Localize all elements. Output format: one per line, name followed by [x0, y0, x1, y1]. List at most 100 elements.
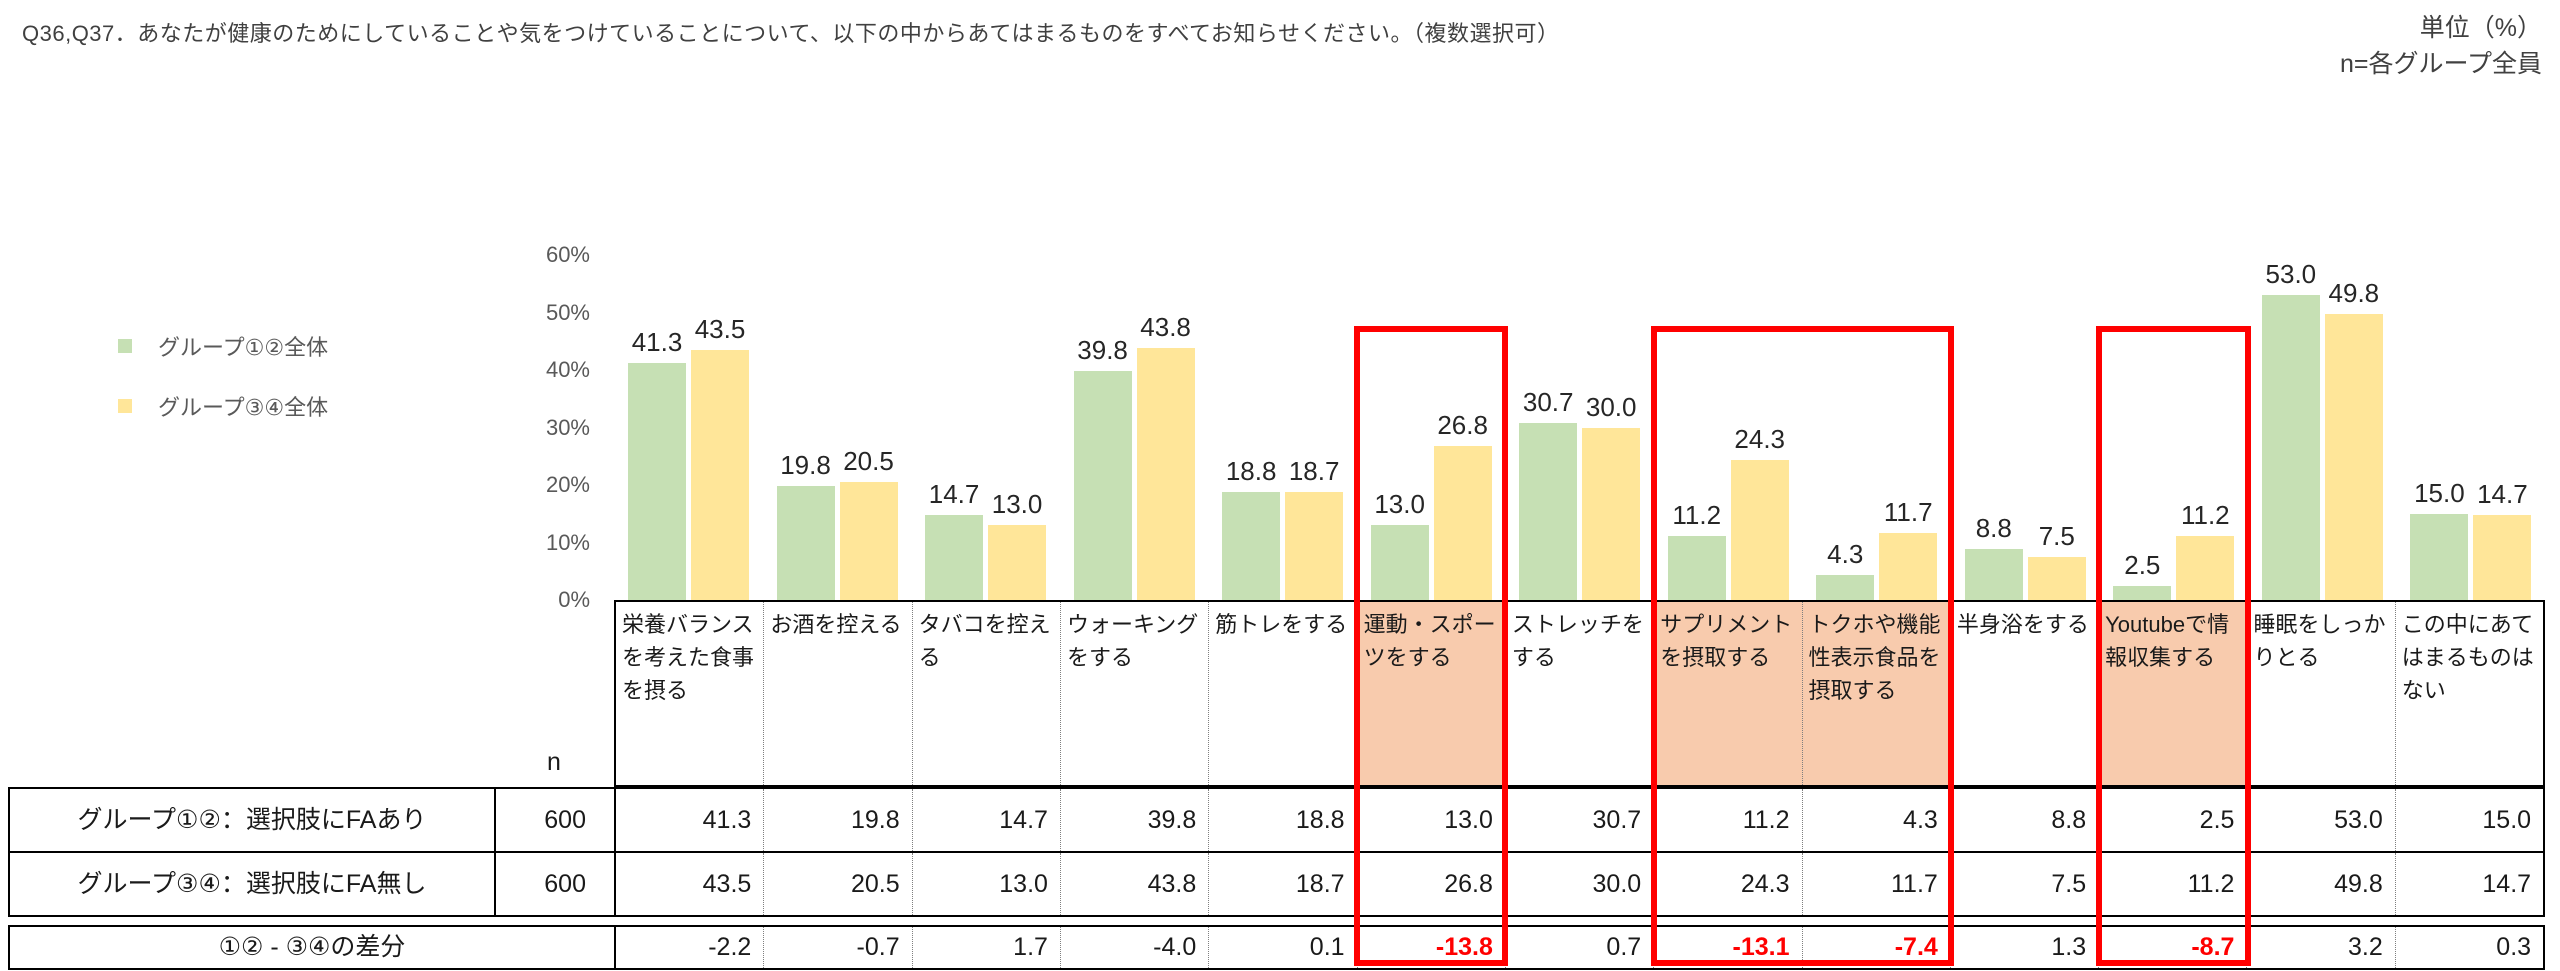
diff-cell: 1.3 [1949, 927, 2098, 968]
category-header-cell: 栄養バランスを考えた食事を摂る [622, 612, 755, 703]
y-axis-tick: 50% [545, 299, 590, 325]
bar-value-label: 11.7 [1883, 496, 1933, 527]
bar-series1 [1222, 491, 1281, 600]
bar-series1 [628, 362, 686, 600]
diff-cell: 3.2 [2246, 927, 2394, 968]
diff-cell: -8.7 [2098, 927, 2246, 968]
category-header-cell: 半身浴をする [1949, 602, 2098, 785]
chart-category-group: 15.0 14.7 [2396, 255, 2545, 600]
bar-series2 [2027, 556, 2086, 600]
chart-category-group: 8.8 7.5 [1951, 255, 2100, 600]
diff-cell: -2.2 [708, 933, 752, 961]
bar-value-label: 20.5 [843, 446, 894, 477]
y-axis-tick: 0% [558, 587, 590, 612]
chart-category-group: 18.8 18.7 [1208, 255, 1357, 600]
bar-series1 [1073, 371, 1132, 600]
category-header-cell: ウォーキングをする [1059, 602, 1208, 785]
diff-cell: -4.0 [1059, 927, 1208, 968]
table-cell: 49.8 [2246, 853, 2394, 915]
category-header-cell: タバコを控える [911, 602, 1060, 785]
bar-series2 [1285, 492, 1344, 600]
bar-series2 [2176, 535, 2235, 600]
diff-cell: -13.8 [1356, 927, 1505, 968]
diff-cell: 0.1 [1208, 927, 1356, 968]
diff-row-label: ①② - ③④の差分 [10, 927, 616, 968]
chart-category-group: 53.0 49.8 [2248, 255, 2397, 600]
category-header-cell: 睡眠をしっかりとる [2246, 602, 2394, 785]
table-cell: 20.5 [763, 853, 911, 915]
bar-series1 [2410, 513, 2469, 600]
bar-series1 [776, 486, 835, 600]
table-cell: 18.8 [1208, 789, 1356, 851]
bar-chart-plot-area: 41.3 43.5 19.8 20.5 14.7 13.0 39.8 43.8 18.8 18.7… [614, 255, 2545, 600]
diff-cell: 0.7 [1504, 927, 1653, 968]
legend-swatch-icon [118, 339, 132, 353]
y-axis-tick: 40% [545, 357, 590, 382]
y-axis-tick: 10% [545, 529, 590, 555]
bar-value-label: 15.0 [2414, 477, 2465, 508]
table-cell: 18.7 [1208, 853, 1356, 915]
row-label: グループ③④：選択肢にFA無し [10, 853, 496, 915]
bar-value-label: 43.5 [694, 313, 746, 344]
bar-series2 [691, 349, 749, 600]
category-header-cell: お酒を控える [763, 602, 911, 785]
bar-value-label: 41.3 [631, 326, 683, 357]
bar-series2 [1433, 445, 1492, 600]
unit-note-line1: 単位（%） [2419, 14, 2542, 42]
bar-value-label: 24.3 [1734, 424, 1786, 455]
bar-value-label: 30.7 [1522, 387, 1574, 418]
bar-value-label: 26.8 [1437, 409, 1488, 440]
chart-legend: グループ①②全体 グループ③④全体 [118, 330, 328, 450]
chart-category-group: 41.3 43.5 [614, 255, 763, 600]
bar-value-label: 4.3 [1827, 539, 1864, 570]
table-cell: 30.0 [1504, 853, 1653, 915]
bar-series1 [925, 515, 984, 600]
page-title: Q36,Q37．あなたが健康のためにしていることや気をつけていることについて、以… [22, 21, 1560, 46]
row-values: 43.5 20.5 13.0 43.8 18.7 26.8 30.0 24.3 11.7 7.5 1… [616, 853, 2543, 915]
table-row-group2: グループ③④：選択肢にFA無し 600 43.5 20.5 13.0 43.8 18.7 26… [8, 853, 2545, 917]
chart-category-group: 14.7 13.0 [911, 255, 1060, 600]
bar-value-label: 30.0 [1585, 391, 1637, 422]
bar-value-label: 49.8 [2328, 277, 2380, 308]
table-cell: 11.2 [2098, 853, 2246, 915]
diff-cell: -0.7 [763, 927, 911, 968]
table-cell: 26.8 [1356, 853, 1505, 915]
category-header-cell: この中にあてはまるものはない [2394, 602, 2543, 785]
bar-series2 [1879, 532, 1938, 600]
legend-swatch-icon [118, 399, 132, 413]
bar-value-label: 43.8 [1140, 312, 1191, 343]
bar-value-label: 14.7 [2477, 479, 2528, 510]
chart-category-group: 19.8 20.5 [763, 255, 912, 600]
bar-series1 [2261, 295, 2320, 600]
bar-series2 [2473, 515, 2532, 600]
chart-category-group: 11.2 24.3 [1654, 255, 1803, 600]
bar-value-label: 18.7 [1288, 456, 1340, 487]
table-cell: 39.8 [1059, 789, 1208, 851]
n-column-header: n [547, 748, 561, 776]
diff-cell: -13.1 [1653, 927, 1801, 968]
table-cell: 7.5 [1949, 853, 2098, 915]
table-cell: 8.8 [1949, 789, 2098, 851]
category-header-cell: 筋トレをする [1208, 602, 1356, 785]
category-header-cell: ストレッチをする [1504, 602, 1653, 785]
table-cell: 24.3 [1653, 853, 1801, 915]
bar-value-label: 19.8 [780, 450, 831, 481]
legend-label: グループ①②全体 [158, 335, 329, 360]
bar-value-label: 11.2 [2180, 499, 2230, 530]
table-cell: 4.3 [1801, 789, 1950, 851]
bar-series1 [1816, 575, 1875, 600]
bar-value-label: 8.8 [1975, 513, 2012, 544]
bar-value-label: 18.8 [1225, 455, 1277, 486]
bar-series2 [988, 525, 1047, 600]
y-axis-tick: 20% [545, 472, 590, 497]
unit-note: 単位（%） n=各グループ全員 [2340, 10, 2542, 83]
chart-category-group: 13.0 26.8 [1357, 255, 1506, 600]
category-header-cell: サプリメントを摂取する [1653, 602, 1802, 785]
bar-value-label: 13.0 [991, 489, 1043, 520]
table-row-group1: グループ①②：選択肢にFAあり 600 41.3 19.8 14.7 39.8 18.8 13… [8, 787, 2545, 853]
table-cell: 14.7 [911, 789, 1060, 851]
category-header-cell: 運動・スポーツをする [1356, 602, 1505, 785]
table-cell: 2.5 [2098, 789, 2246, 851]
chart-category-group: 39.8 43.8 [1060, 255, 1209, 600]
